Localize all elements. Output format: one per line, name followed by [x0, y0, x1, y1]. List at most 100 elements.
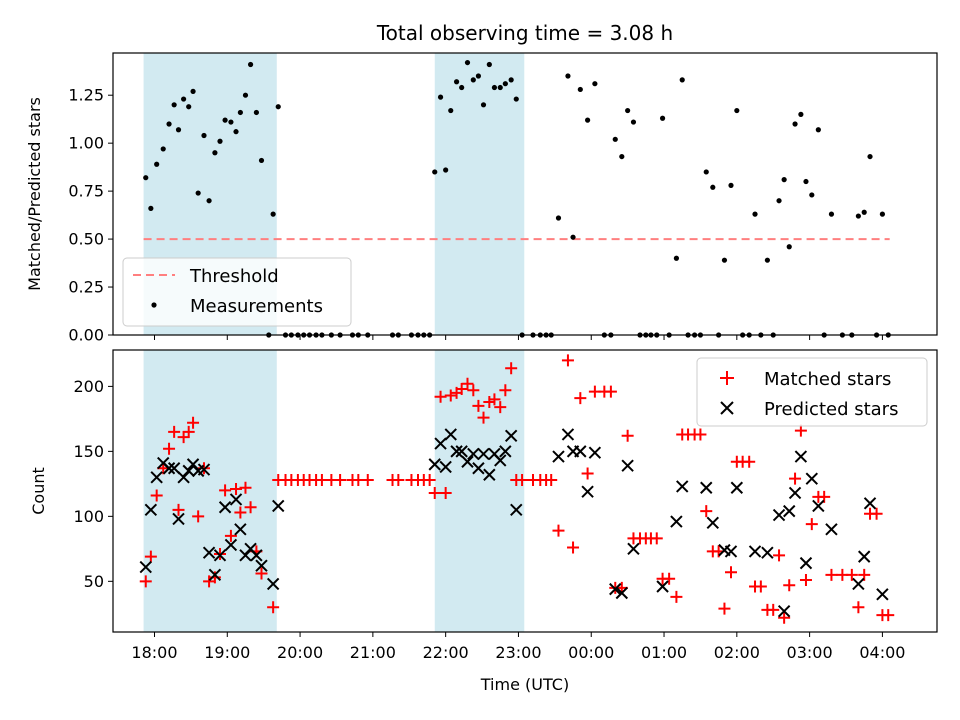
measurement-point	[459, 84, 465, 91]
measurement-point	[201, 132, 207, 139]
predicted-star-point	[621, 459, 634, 472]
matched-star-point	[505, 362, 518, 375]
predicted-star-point	[706, 516, 720, 530]
predicted-star-point	[761, 546, 774, 559]
measurement-point	[237, 109, 243, 116]
measurement-point	[673, 255, 680, 261]
bottom-y-tick-label: 100	[73, 507, 104, 526]
matched-star-point	[516, 473, 529, 486]
matched-star-point	[621, 429, 634, 442]
measurement-point	[612, 136, 618, 142]
legend-measurements-label: Measurements	[190, 296, 323, 317]
predicted-star-point	[197, 463, 211, 476]
bottom-y-ticks: 50 100 150 200	[73, 377, 113, 591]
measurement-point	[815, 127, 821, 133]
top-legend: Threshold Measurements	[122, 257, 352, 327]
predicted-star-point	[455, 445, 468, 458]
predicted-star-point	[250, 549, 263, 562]
matched-star-point	[177, 431, 190, 444]
measurement-point	[497, 84, 503, 91]
measurement-point	[879, 211, 886, 217]
measurement-point	[143, 175, 149, 181]
matched-star-point	[444, 389, 457, 402]
matched-star-point	[845, 568, 858, 581]
predicted-star-point	[444, 428, 457, 441]
legend-measurements-swatch	[151, 302, 157, 308]
predicted-star-point	[627, 542, 640, 556]
matched-star-point	[567, 541, 580, 554]
matched-star-point	[244, 501, 257, 514]
matched-star-point	[483, 395, 496, 408]
bottom-x-ticks: 18:00 19:00 20:00 21:00 22:00 23:00 00:00 01:00…	[131, 632, 905, 662]
measurement-point	[270, 211, 276, 217]
matched-star-point	[392, 473, 405, 486]
matched-star-point	[163, 442, 176, 455]
top-panel: 0.00 0.25 0.50 0.75 1.00 1.25 Matched/Predict…	[25, 52, 938, 345]
matched-star-point	[477, 411, 490, 424]
measurement-point	[513, 96, 519, 102]
x-tick-label: 21:00	[350, 643, 396, 662]
bottom-y-tick-label: 200	[73, 377, 104, 396]
measurement-point	[710, 184, 716, 190]
measurement-point	[175, 127, 182, 133]
measurement-point	[625, 107, 631, 114]
matched-star-point	[472, 399, 485, 412]
predicted-star-point	[162, 462, 176, 475]
matched-star-point	[139, 575, 152, 588]
bottom-legend: Matched stars Predicted stars	[696, 357, 928, 427]
bottom-y-tick-label: 150	[73, 442, 104, 461]
measurement-point	[577, 86, 583, 93]
measurement-point	[217, 138, 223, 144]
measurement-point	[703, 169, 709, 175]
measurement-point	[659, 115, 666, 121]
predicted-star-point	[229, 493, 243, 506]
predicted-star-point	[450, 445, 463, 458]
predicted-star-point	[477, 447, 490, 461]
matched-star-point	[434, 390, 447, 403]
predicted-stars-points	[139, 428, 889, 618]
measurement-point	[786, 244, 792, 250]
matched-star-point	[694, 428, 707, 441]
measurement-point	[475, 73, 482, 79]
shaded-interval-1	[434, 53, 525, 335]
x-tick-label: 02:00	[714, 643, 760, 662]
predicted-star-point	[467, 447, 480, 461]
legend-predicted-swatch	[720, 401, 734, 415]
predicted-star-point	[272, 499, 285, 513]
x-axis-label: Time (UTC)	[480, 675, 569, 694]
predicted-star-point	[167, 462, 181, 475]
matched-star-point	[361, 473, 374, 486]
predicted-star-point	[552, 450, 565, 463]
measurement-point	[798, 111, 804, 117]
predicted-star-point	[825, 523, 838, 536]
matched-star-point	[144, 550, 157, 563]
top-legend-box	[122, 257, 352, 327]
predicted-star-point	[504, 429, 518, 442]
predicted-star-point	[724, 545, 738, 558]
matched-star-point	[604, 385, 617, 398]
predicted-star-point	[812, 499, 825, 513]
measurement-point	[206, 198, 212, 204]
top-y-axis-label: Matched/Predicted stars	[25, 97, 44, 291]
measurement-point	[585, 117, 591, 123]
matched-star-point	[428, 486, 441, 499]
matched-star-point	[700, 505, 713, 518]
predicted-star-point	[858, 550, 871, 563]
bottom-legend-box	[696, 357, 928, 427]
measurement-point	[630, 119, 637, 125]
predicted-star-point	[224, 538, 238, 552]
measurement-point	[592, 81, 598, 87]
predicted-star-point	[234, 523, 247, 536]
matched-star-point	[192, 510, 205, 523]
measurement-point	[233, 129, 239, 135]
matched-star-point	[799, 574, 812, 587]
matched-stars-points	[139, 354, 895, 624]
matched-star-point	[224, 529, 237, 542]
predicted-star-point	[208, 568, 222, 582]
measurement-point	[186, 104, 192, 110]
predicted-star-point	[218, 501, 232, 514]
matched-star-point	[255, 567, 268, 580]
measurement-point	[491, 84, 498, 91]
measurement-point	[464, 59, 471, 66]
